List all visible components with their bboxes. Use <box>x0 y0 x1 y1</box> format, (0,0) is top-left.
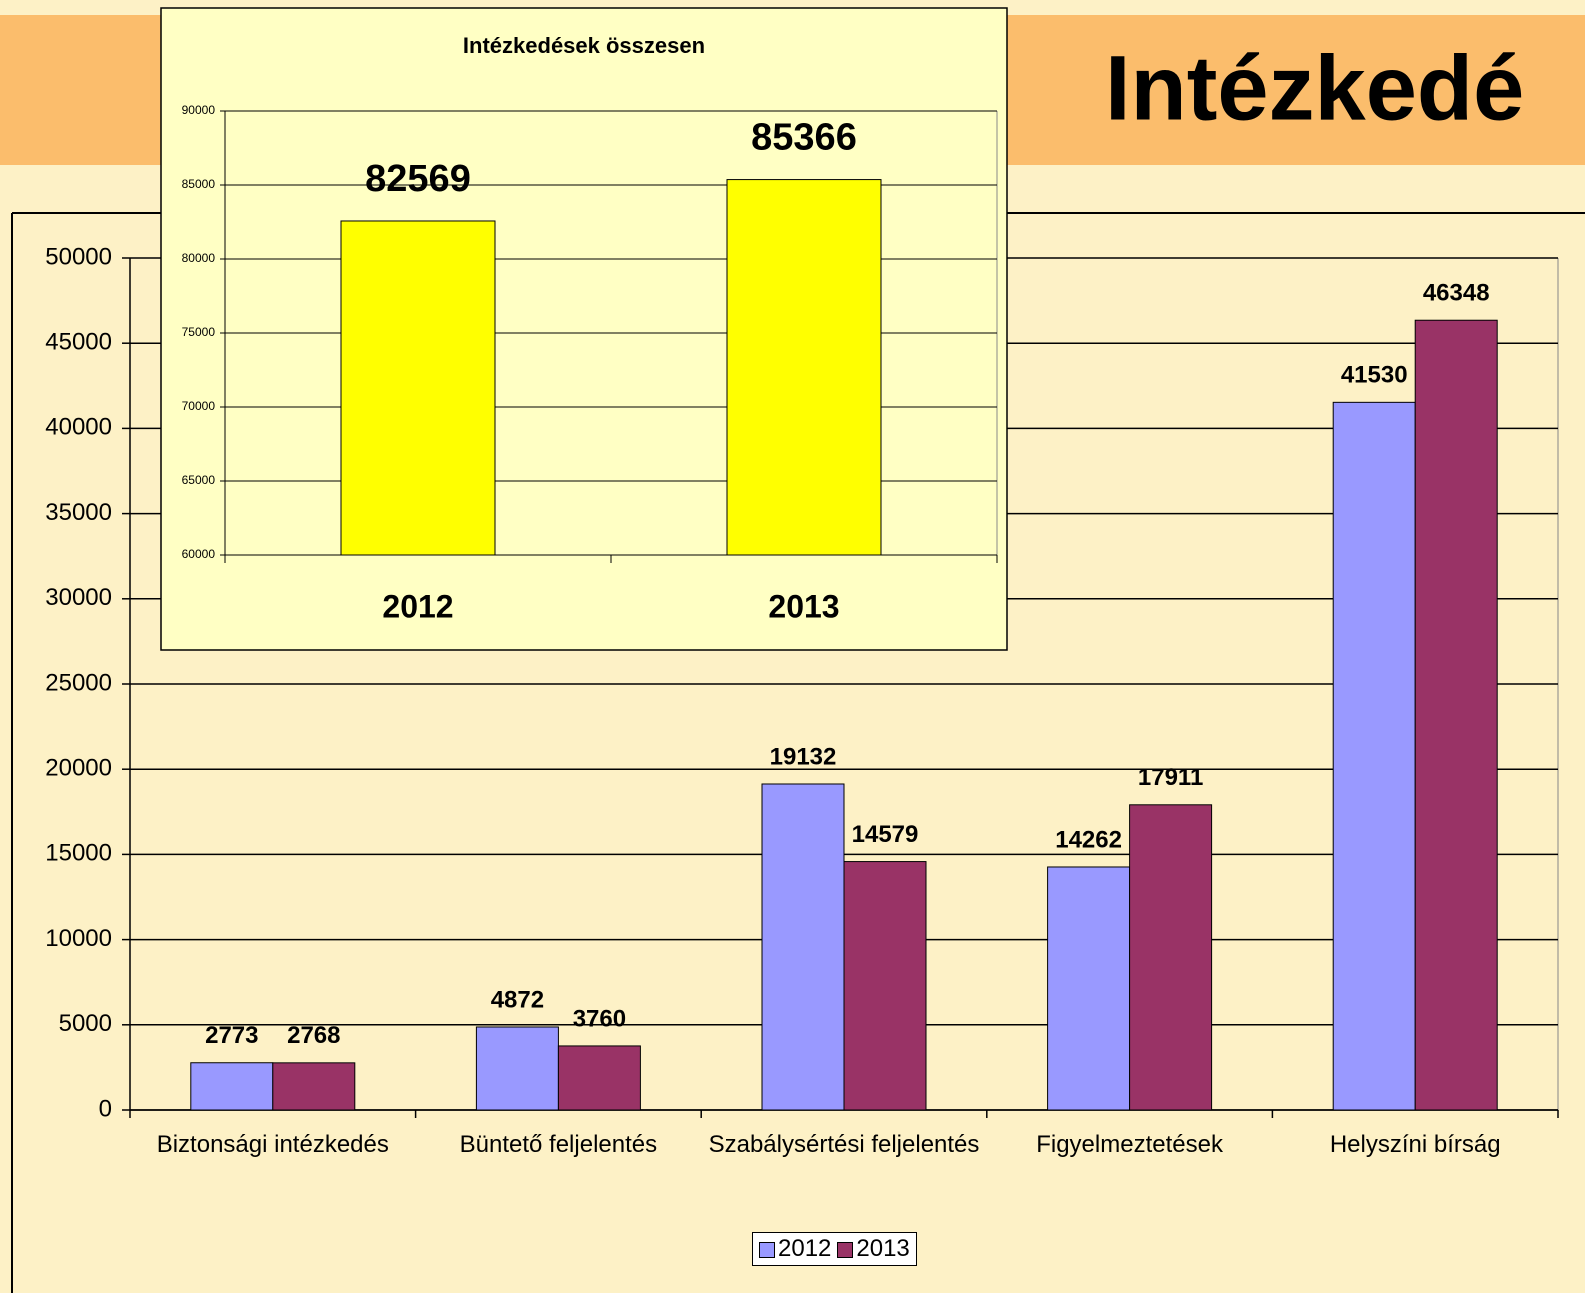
legend-swatch <box>759 1242 775 1258</box>
y-tick-label: 45000 <box>45 329 112 356</box>
x-tick-label: Szabálysértési feljelentés <box>704 1128 984 1162</box>
value-label: 14262 <box>1055 826 1122 853</box>
bar <box>844 862 926 1110</box>
legend: 2012 2013 <box>752 1232 917 1266</box>
inset-chart: Intézkedések összesen 60000 65000 70000 7500… <box>161 8 1007 650</box>
value-label: 3760 <box>573 1005 626 1032</box>
y-tick-label: 5000 <box>59 1010 112 1037</box>
y-tick-label: 10000 <box>45 925 112 952</box>
value-label: 4872 <box>491 986 544 1013</box>
slide-title: Intézkedé <box>1105 37 1524 139</box>
bar <box>1048 867 1130 1110</box>
bar <box>273 1063 355 1110</box>
bar <box>1415 320 1497 1110</box>
y-tick-label: 80000 <box>182 251 216 265</box>
y-tick-label: 30000 <box>45 584 112 611</box>
legend-item: 2012 <box>759 1235 831 1263</box>
bar <box>1333 402 1415 1110</box>
value-label: 46348 <box>1423 280 1490 307</box>
slide-canvas: Intézkedé 0 5000 10000 15000 20000 25000 30000… <box>0 0 1585 1293</box>
bar <box>191 1063 273 1110</box>
bar <box>558 1046 640 1110</box>
x-tick-label: 2013 <box>768 588 839 624</box>
bar <box>762 784 844 1110</box>
legend-item: 2013 <box>837 1235 909 1263</box>
y-tick-label: 15000 <box>45 840 112 867</box>
bar <box>341 221 495 555</box>
value-label: 19132 <box>770 743 837 770</box>
x-tick-label: Biztonsági intézkedés <box>133 1128 413 1162</box>
y-tick-label: 85000 <box>182 177 216 191</box>
y-tick-label: 20000 <box>45 755 112 782</box>
x-tick-label: Figyelmeztetések <box>990 1128 1270 1162</box>
y-tick-label: 0 <box>99 1095 112 1122</box>
y-tick-label: 40000 <box>45 414 112 441</box>
y-tick-label: 25000 <box>45 669 112 696</box>
y-tick-label: 65000 <box>182 473 216 487</box>
value-label: 2768 <box>287 1022 340 1049</box>
x-tick-label: 2012 <box>382 588 453 624</box>
x-tick-label: Büntető feljelentés <box>418 1128 698 1162</box>
y-tick-label: 50000 <box>45 243 112 270</box>
bar <box>727 180 881 555</box>
value-label: 82569 <box>365 158 471 200</box>
bar <box>1130 805 1212 1110</box>
value-label: 17911 <box>1138 764 1203 791</box>
value-label: 2773 <box>205 1022 258 1049</box>
y-tick-label: 60000 <box>182 547 216 561</box>
slide: Intézkedé 0 5000 10000 15000 20000 25000 30000… <box>0 0 1585 1293</box>
y-tick-label: 70000 <box>182 399 216 413</box>
legend-swatch <box>837 1242 853 1258</box>
x-tick-label: Helyszíni bírság <box>1275 1128 1555 1162</box>
value-label: 85366 <box>751 117 857 159</box>
bar <box>476 1027 558 1110</box>
y-tick-label: 75000 <box>182 325 216 339</box>
legend-label: 2013 <box>856 1235 909 1262</box>
y-tick-label: 35000 <box>45 499 112 526</box>
inset-title: Intézkedések összesen <box>463 33 705 58</box>
legend-label: 2012 <box>778 1235 831 1262</box>
value-label: 14579 <box>852 821 919 848</box>
value-label: 41530 <box>1341 362 1408 389</box>
y-tick-label: 90000 <box>182 103 216 117</box>
